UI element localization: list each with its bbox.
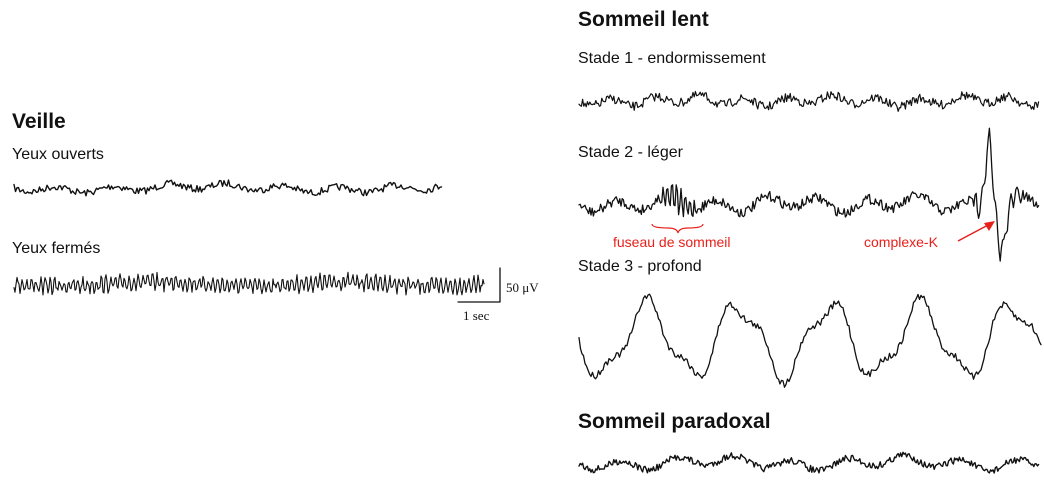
eeg-trace-eyes-closed xyxy=(13,271,485,296)
kcomplex-arrow-line xyxy=(957,223,991,242)
eeg-trace-eyes-open xyxy=(13,179,443,197)
stage2-label: Stade 2 - léger xyxy=(578,144,683,161)
eyes-closed-label: Yeux fermés xyxy=(12,240,101,257)
spindle-bracket xyxy=(651,223,704,234)
stage3-label: Stade 3 - profond xyxy=(578,258,702,275)
scale-bar xyxy=(457,267,501,303)
kcomplex-label: complexe-K xyxy=(864,234,938,250)
eeg-trace-stage2 xyxy=(578,127,1040,262)
eyes-open-label: Yeux ouverts xyxy=(12,146,104,163)
spindle-label: fuseau de sommeil xyxy=(613,234,731,250)
eeg-trace-stage1 xyxy=(578,90,1040,112)
stage1-label: Stade 1 - endormissement xyxy=(578,50,766,67)
scale-amplitude-label: 50 μV xyxy=(506,280,539,295)
wake-title: Veille xyxy=(12,110,66,133)
kcomplex-arrow-head xyxy=(984,221,995,231)
slow-sleep-title: Sommeil lent xyxy=(578,8,709,31)
scale-time-label: 1 sec xyxy=(463,308,490,323)
eeg-trace-stage3 xyxy=(578,293,1042,388)
eeg-trace-rem xyxy=(578,451,1040,474)
rem-sleep-title: Sommeil paradoxal xyxy=(578,410,771,433)
